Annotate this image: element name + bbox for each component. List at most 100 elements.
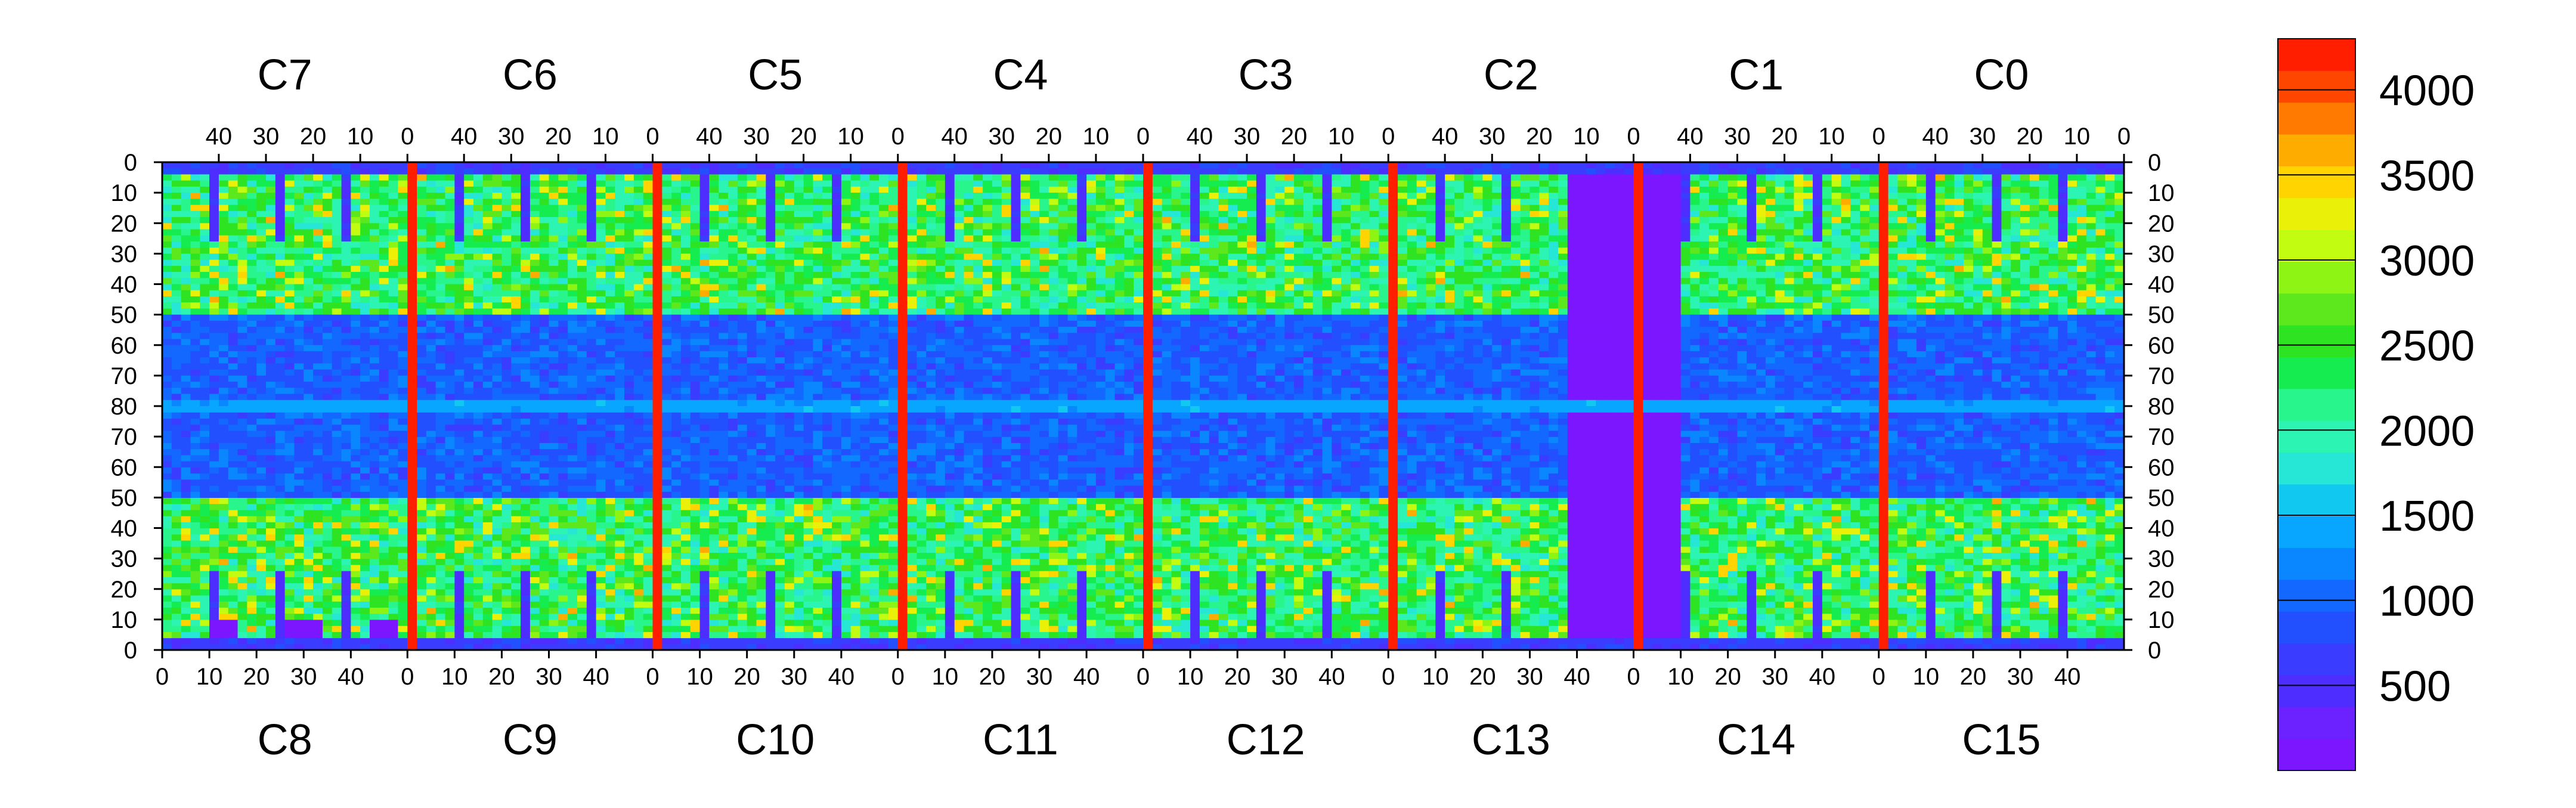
- heat-cell: [369, 320, 380, 327]
- heat-cell: [332, 382, 342, 388]
- heat-cell: [435, 265, 446, 273]
- heat-cell: [568, 626, 578, 632]
- heat-cell: [351, 528, 361, 535]
- heat-cell: [766, 272, 776, 278]
- heat-cell: [209, 217, 219, 224]
- heat-cell: [869, 168, 880, 175]
- heat-cell: [756, 259, 766, 267]
- heat-cell: [577, 193, 587, 199]
- heat-cell: [860, 320, 870, 327]
- heat-cell: [398, 454, 408, 462]
- heat-cell: [171, 473, 182, 480]
- heat-cell: [615, 558, 625, 565]
- heat-cell: [294, 265, 304, 273]
- heat-cell: [445, 424, 455, 431]
- heat-cell: [417, 571, 427, 577]
- heat-cell: [624, 174, 634, 181]
- heat-cell: [209, 308, 219, 315]
- heat-cell: [615, 467, 625, 474]
- heat-cell: [624, 583, 634, 590]
- heat-cell: [313, 643, 323, 651]
- heat-cell: [501, 412, 512, 419]
- heat-cell: [313, 522, 323, 529]
- heat-cell: [492, 357, 503, 364]
- heat-cell: [558, 357, 568, 364]
- heat-cell: [482, 412, 493, 419]
- heat-cell: [577, 180, 587, 187]
- heat-cell: [190, 412, 200, 419]
- heat-cell: [388, 528, 399, 535]
- heat-cell: [332, 168, 342, 175]
- heat-cell: [605, 375, 615, 382]
- heat-cell: [464, 205, 474, 212]
- heat-cell: [577, 217, 587, 224]
- heat-cell: [256, 247, 267, 254]
- heat-cell: [341, 339, 351, 346]
- heat-cell: [464, 314, 474, 321]
- heat-cell: [473, 241, 484, 248]
- heat-cell: [794, 302, 804, 309]
- heat-cell: [228, 247, 239, 254]
- heat-cell: [275, 516, 286, 522]
- heat-cell: [256, 162, 267, 169]
- heat-cell: [596, 174, 606, 181]
- heat-cell: [586, 327, 597, 333]
- heat-cell: [492, 199, 503, 206]
- heat-cell: [228, 613, 239, 620]
- heat-cell: [313, 583, 323, 590]
- heat-cell: [275, 174, 286, 181]
- heat-cell: [247, 394, 257, 401]
- heat-cell: [256, 564, 267, 571]
- heat-cell: [568, 186, 578, 193]
- heat-cell: [341, 448, 351, 456]
- heat-cell: [511, 631, 521, 639]
- heat-cell: [690, 314, 701, 321]
- heat-cell: [482, 607, 493, 614]
- heat-cell: [511, 637, 521, 645]
- heat-cell: [360, 564, 370, 571]
- heat-cell: [332, 571, 342, 577]
- heat-cell: [454, 369, 465, 376]
- heat-cell: [247, 265, 257, 273]
- heat-cell: [577, 333, 587, 340]
- heat-cell: [539, 509, 550, 516]
- heat-cell: [284, 577, 295, 584]
- heat-cell: [511, 363, 521, 370]
- heat-cell: [464, 473, 474, 480]
- heat-cell: [388, 382, 399, 388]
- heat-cell: [832, 272, 842, 278]
- heat-cell: [454, 265, 465, 273]
- heat-cell: [492, 637, 503, 645]
- heat-cell: [766, 168, 776, 175]
- heat-cell: [181, 473, 191, 480]
- heat-cell: [501, 388, 512, 395]
- heat-cell: [200, 619, 210, 626]
- heat-cell: [313, 382, 323, 388]
- heat-cell: [605, 265, 615, 273]
- heat-cell: [209, 382, 219, 388]
- heat-cell: [633, 302, 644, 309]
- heat-cell: [181, 174, 191, 181]
- heat-cell: [482, 394, 493, 401]
- heat-cell: [605, 259, 615, 267]
- heat-cell: [237, 564, 247, 571]
- heat-cell: [605, 210, 615, 218]
- heat-cell: [171, 388, 182, 395]
- heat-cell: [709, 308, 719, 315]
- heat-cell: [247, 162, 257, 169]
- heat-cell: [351, 199, 361, 206]
- heat-cell: [671, 308, 682, 315]
- heat-cell: [596, 406, 606, 413]
- heat-cell: [558, 278, 568, 285]
- heat-cell: [577, 351, 587, 358]
- heat-cell: [530, 564, 540, 571]
- heat-cell: [313, 631, 323, 639]
- heat-cell: [577, 272, 587, 278]
- heat-cell: [643, 394, 654, 401]
- heat-cell: [218, 272, 229, 278]
- heat-cell: [171, 320, 182, 327]
- heat-cell: [454, 388, 465, 395]
- heat-cell: [568, 357, 578, 364]
- heat-cell: [662, 180, 672, 187]
- heat-cell: [511, 272, 521, 278]
